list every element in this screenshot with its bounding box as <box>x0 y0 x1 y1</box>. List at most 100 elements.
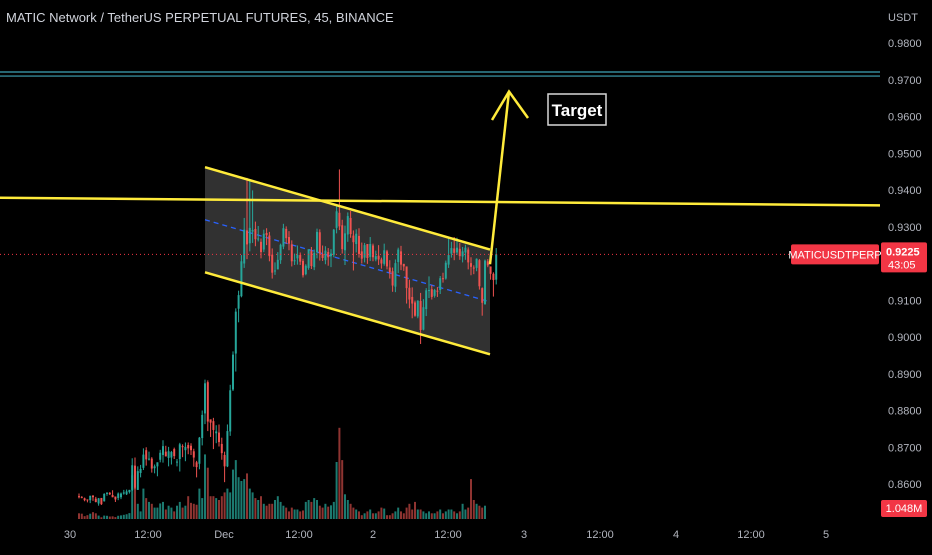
volume-bar <box>478 505 481 519</box>
time-tick-label: 12:00 <box>586 529 614 541</box>
volume-bar <box>229 492 232 519</box>
candle-body <box>153 466 156 469</box>
candle-body <box>184 446 187 451</box>
candle-body <box>254 228 257 240</box>
volume-bar <box>299 511 302 519</box>
target-arrow-head <box>490 89 530 121</box>
volume-bar <box>187 496 190 519</box>
candle-body <box>444 262 447 279</box>
candle-body <box>299 255 302 262</box>
candle-body <box>262 233 265 250</box>
candle-body <box>128 489 131 493</box>
volume-bar <box>290 507 293 519</box>
candle-body <box>439 278 442 290</box>
symbol-badge <box>791 244 879 265</box>
candle-body <box>103 493 106 502</box>
candle-body <box>293 260 296 262</box>
volume-bar <box>377 511 380 519</box>
candle-body <box>150 458 153 469</box>
candle-body <box>106 492 108 494</box>
candle-body <box>344 233 346 251</box>
candle-body <box>198 437 201 464</box>
candle-body <box>489 266 492 274</box>
volume-bar <box>103 515 106 519</box>
price-tick-label: 0.8900 <box>888 369 922 381</box>
candle-body <box>206 382 209 422</box>
candle-body <box>461 251 464 257</box>
price-tick-label: 0.8700 <box>888 442 922 454</box>
countdown-value: 43:05 <box>888 259 916 271</box>
candle-body <box>176 461 178 463</box>
volume-bar <box>114 517 117 519</box>
volume-bar <box>349 503 352 519</box>
candle-body <box>386 251 388 267</box>
candle-body <box>369 244 372 257</box>
candle-body <box>318 232 321 254</box>
candle-body <box>125 491 128 495</box>
candle-body <box>332 229 335 255</box>
candle-body <box>405 266 408 289</box>
candle-body <box>416 300 419 317</box>
volume-bar <box>148 501 150 519</box>
volume-bar <box>332 501 335 519</box>
candle-body <box>383 250 386 264</box>
candle-body <box>288 237 290 244</box>
volume-bar <box>276 496 279 519</box>
volume-bar <box>80 513 83 519</box>
candle-body <box>433 289 436 296</box>
volume-bar <box>422 511 425 519</box>
volume-bar <box>150 503 153 519</box>
volume-bar <box>484 505 486 519</box>
candle-body <box>220 443 223 454</box>
target-label: Target <box>552 101 603 120</box>
candle-body <box>388 267 391 273</box>
volume-bar <box>159 503 162 519</box>
price-tick-label: 0.8600 <box>888 479 922 491</box>
candle-body <box>478 260 481 287</box>
candle-body <box>391 271 394 286</box>
volume-bar <box>173 511 176 519</box>
candle-body <box>145 450 148 460</box>
candle-body <box>397 249 400 263</box>
volume-bar <box>279 501 282 519</box>
candle-body <box>173 449 176 457</box>
candle-body <box>276 259 279 270</box>
volume-bar <box>167 505 170 519</box>
volume-bar <box>414 501 416 519</box>
volume-bar <box>201 498 204 519</box>
volume-bar <box>372 513 374 519</box>
volume-bar <box>198 488 201 519</box>
candle-body <box>170 452 173 458</box>
volume-badge <box>881 500 927 517</box>
candle-body <box>377 255 380 260</box>
volume-bar <box>464 509 467 519</box>
volume-bar <box>324 503 327 519</box>
candle-body <box>243 229 246 264</box>
candle-body <box>458 248 461 257</box>
candle-body <box>304 265 307 275</box>
candle-body <box>251 230 254 232</box>
candle-body <box>470 263 472 267</box>
candle-body <box>83 498 86 501</box>
candle-body <box>271 254 274 273</box>
volume-bar <box>304 501 307 519</box>
volume-bar <box>338 427 341 519</box>
candle-body <box>316 231 318 253</box>
candle-body <box>282 228 285 247</box>
volume-bar <box>453 511 456 519</box>
candle-body <box>201 414 204 439</box>
volume-bar <box>458 511 461 519</box>
candle-body <box>162 446 164 455</box>
volume-bar <box>190 502 192 519</box>
volume-bar <box>139 511 142 519</box>
candle-body <box>310 250 313 267</box>
candle-body <box>366 244 369 258</box>
volume-bar <box>316 500 318 519</box>
time-tick-label: Dec <box>214 529 234 541</box>
volume-bar <box>330 505 332 519</box>
candle-body <box>260 241 262 253</box>
volume-bar <box>383 508 386 519</box>
candle-body <box>159 452 162 460</box>
